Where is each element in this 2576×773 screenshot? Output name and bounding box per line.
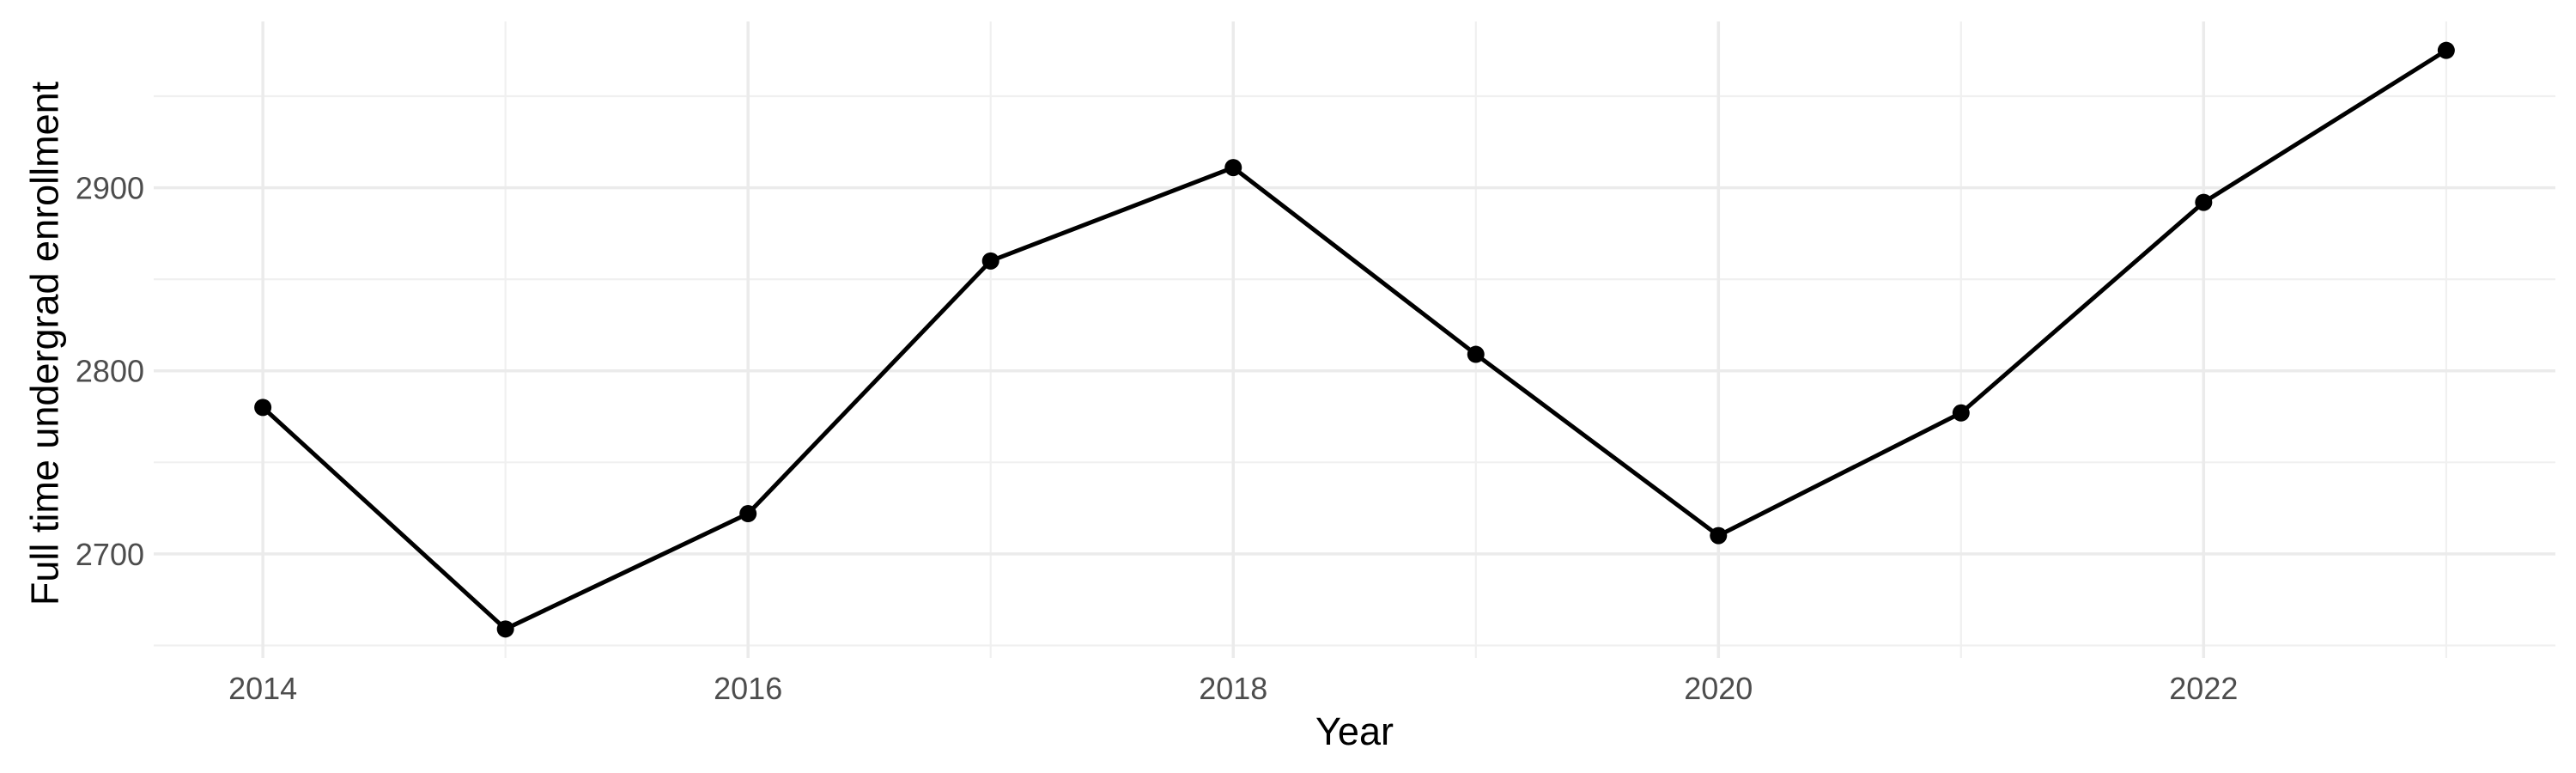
data-point-2016 (739, 505, 757, 523)
x-tick-label-2016: 2016 (714, 671, 782, 706)
data-point-2015 (496, 620, 514, 638)
data-point-2020 (1710, 526, 1728, 545)
x-tick-label-2014: 2014 (228, 671, 297, 706)
data-point-2023 (2437, 41, 2455, 59)
x-tick-label-2020: 2020 (1684, 671, 1753, 706)
x-axis-title: Year (1315, 709, 1394, 753)
data-point-2014 (254, 399, 272, 417)
data-point-2021 (1952, 404, 1970, 422)
y-axis-title: Full time undergrad enrollment (22, 81, 67, 606)
x-tick-label-2022: 2022 (2169, 671, 2238, 706)
data-point-2018 (1224, 159, 1242, 177)
data-point-2019 (1467, 345, 1485, 363)
y-tick-label-2900: 2900 (76, 171, 144, 206)
data-point-2022 (2195, 193, 2213, 211)
x-tick-label-2018: 2018 (1199, 671, 1267, 706)
y-tick-label-2800: 2800 (76, 354, 144, 389)
enrollment-trend-line (260, 48, 2449, 631)
data-point-2017 (981, 252, 999, 270)
y-tick-label-2700: 2700 (76, 537, 144, 572)
